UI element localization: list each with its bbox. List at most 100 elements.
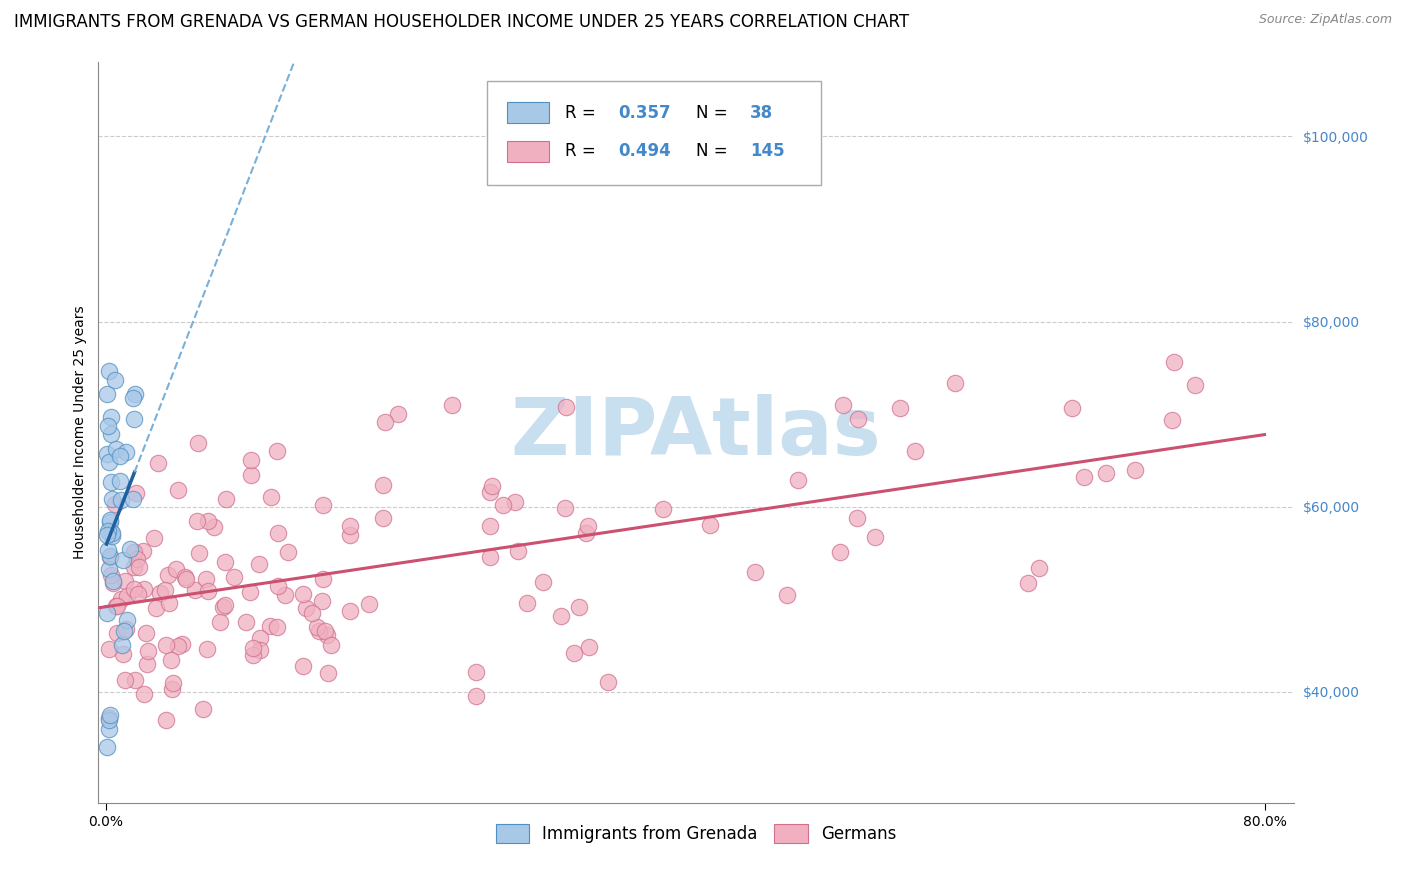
Point [98, 561, 121, 575]
Point [127, 586, 149, 600]
Text: 145: 145 [749, 143, 785, 161]
Point [101, 525, 124, 540]
Point [371, 478, 394, 492]
Point [96, 447, 118, 461]
Point [124, 673, 146, 687]
Point [1184, 378, 1206, 392]
Text: N =: N = [696, 103, 733, 122]
Point [170, 637, 193, 651]
Point [550, 608, 572, 623]
Point [103, 497, 125, 511]
Point [124, 386, 146, 401]
Point [121, 391, 143, 405]
Text: N =: N = [696, 143, 733, 161]
Point [96, 740, 118, 755]
Point [98, 641, 121, 656]
Point [155, 713, 177, 727]
Point [516, 596, 538, 610]
Text: 38: 38 [749, 103, 773, 122]
Point [197, 514, 219, 528]
Point [127, 552, 149, 566]
Point [100, 475, 122, 490]
Y-axis label: Householder Income Under 25 years: Householder Income Under 25 years [73, 306, 87, 559]
Point [267, 526, 290, 541]
FancyBboxPatch shape [508, 141, 548, 161]
Point [98, 549, 121, 563]
Point [267, 579, 290, 593]
Point [387, 407, 409, 421]
Point [249, 643, 271, 657]
Point [149, 586, 172, 600]
Point [235, 615, 257, 630]
Point [575, 525, 598, 540]
Point [121, 491, 143, 506]
Point [202, 519, 225, 533]
Text: ZIPAtlas: ZIPAtlas [510, 393, 882, 472]
Point [1073, 470, 1095, 484]
Point [222, 570, 245, 584]
Point [122, 560, 145, 574]
Point [97, 542, 120, 557]
Point [110, 591, 132, 606]
Point [128, 560, 150, 574]
Point [481, 479, 503, 493]
Point [1095, 466, 1118, 480]
Point [846, 511, 869, 525]
Text: 0.494: 0.494 [619, 143, 671, 161]
Point [167, 483, 190, 497]
Point [596, 674, 619, 689]
Point [100, 426, 122, 441]
Point [292, 587, 315, 601]
Point [744, 566, 766, 580]
Point [101, 575, 124, 590]
Point [318, 665, 340, 680]
Point [247, 557, 270, 571]
Point [165, 562, 187, 576]
Point [145, 600, 167, 615]
Point [114, 574, 136, 588]
Point [100, 528, 122, 542]
Point [195, 572, 218, 586]
Point [554, 501, 576, 516]
Point [699, 518, 721, 533]
Point [132, 582, 155, 597]
Point [576, 518, 599, 533]
Point [111, 552, 134, 566]
Point [1060, 401, 1083, 416]
Point [259, 491, 281, 505]
Point [98, 707, 121, 722]
Text: Source: ZipAtlas.com: Source: ZipAtlas.com [1258, 13, 1392, 27]
Point [578, 640, 600, 654]
Point [506, 544, 529, 558]
Point [1163, 355, 1185, 369]
Point [357, 597, 380, 611]
Point [132, 544, 155, 558]
Point [214, 598, 236, 612]
Point [321, 638, 343, 652]
Point [273, 588, 295, 602]
Point [100, 410, 122, 425]
Point [101, 491, 124, 506]
Point [212, 600, 235, 615]
Point [105, 599, 128, 613]
Point [889, 401, 911, 415]
Point [96, 606, 118, 620]
Point [479, 485, 502, 500]
Point [160, 653, 183, 667]
Point [846, 412, 869, 426]
Point [305, 620, 328, 634]
Text: 0.357: 0.357 [619, 103, 671, 122]
Point [111, 647, 134, 661]
Point [162, 681, 184, 696]
Point [568, 600, 591, 615]
Point [97, 713, 120, 727]
Point [153, 582, 176, 597]
Point [555, 400, 578, 414]
Point [441, 398, 464, 412]
Point [249, 631, 271, 645]
Point [136, 644, 159, 658]
FancyBboxPatch shape [508, 103, 548, 123]
Point [186, 514, 208, 528]
Legend: Immigrants from Grenada, Germans: Immigrants from Grenada, Germans [489, 817, 903, 850]
Point [259, 619, 281, 633]
